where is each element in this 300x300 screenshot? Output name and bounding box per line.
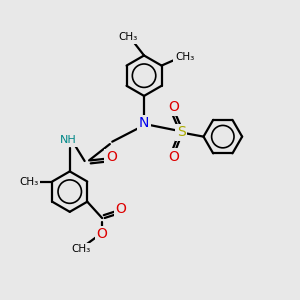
Text: O: O bbox=[116, 202, 127, 216]
Text: CH₃: CH₃ bbox=[71, 244, 90, 254]
Text: O: O bbox=[97, 227, 108, 242]
Text: O: O bbox=[168, 100, 179, 114]
Text: CH₃: CH₃ bbox=[175, 52, 194, 62]
Text: O: O bbox=[168, 150, 179, 164]
Text: O: O bbox=[106, 150, 117, 164]
Text: CH₃: CH₃ bbox=[118, 32, 137, 42]
Text: N: N bbox=[139, 116, 149, 130]
Text: CH₃: CH₃ bbox=[20, 176, 39, 187]
Text: S: S bbox=[177, 125, 186, 139]
Text: NH: NH bbox=[60, 135, 77, 145]
